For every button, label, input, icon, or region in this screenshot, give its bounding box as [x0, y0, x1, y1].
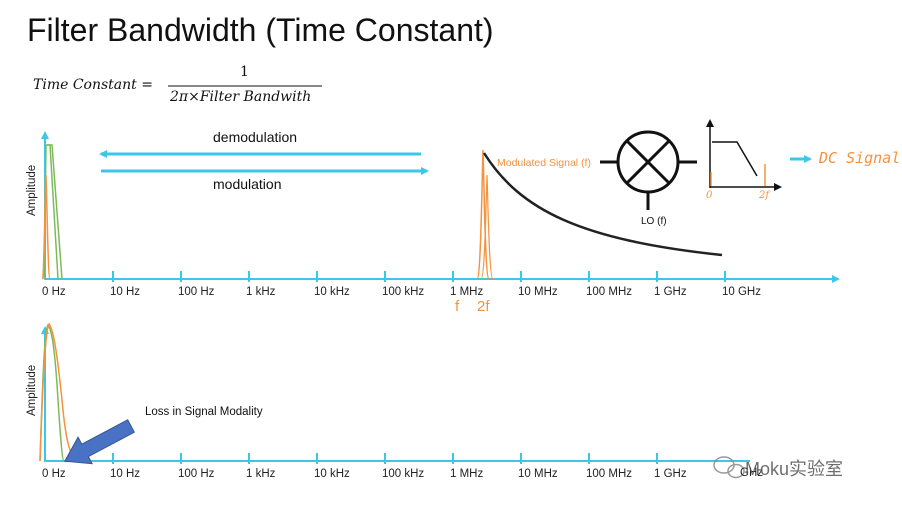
mixer-symbol — [600, 130, 697, 210]
formula-lhs: Time Constant = — [33, 77, 153, 93]
bottom-tick-label: 10 kHz — [314, 468, 350, 480]
lowpass-filter-plot — [706, 119, 782, 191]
top-y-axis-label: Amplitude — [26, 164, 38, 216]
bottom-y-axis-label: Amplitude — [26, 364, 38, 416]
top-tick-label: 10 kHz — [314, 286, 350, 298]
top-orange-2f-peak — [480, 174, 494, 280]
top-tick-label: 1 MHz — [450, 286, 484, 298]
top-panel — [41, 119, 840, 283]
top-orange-dc-peak — [41, 174, 51, 280]
bottom-tick-label: 100 kHz — [382, 468, 425, 480]
top-tick-label: 0 Hz — [42, 286, 66, 298]
filter-axis-2f: 2f — [759, 190, 770, 201]
modulation-label: modulation — [213, 176, 282, 192]
formula-numerator: 1 — [240, 64, 249, 80]
loss-pointer-arrow — [63, 419, 135, 465]
bottom-tick-label: 1 GHz — [654, 468, 687, 480]
two-f-marker: 2f — [477, 298, 490, 315]
lo-label: LO (f) — [641, 216, 667, 227]
top-decay-curve — [482, 152, 723, 257]
page-title: Filter Bandwidth (Time Constant) — [27, 12, 494, 48]
top-green-filter-edge — [47, 144, 63, 280]
top-x-ticks — [112, 271, 726, 282]
formula-denominator: 2π×Filter Bandwith — [170, 89, 312, 105]
f-marker: f — [455, 298, 460, 315]
bottom-x-ticks — [112, 453, 658, 464]
bottom-tick-label: 100 MHz — [586, 468, 633, 480]
top-orange-f-peak — [476, 149, 490, 280]
bottom-green-curve — [39, 323, 65, 462]
top-tick-label: 100 Hz — [178, 286, 215, 298]
top-tick-label: 100 MHz — [586, 286, 633, 298]
bottom-tick-label: 10 Hz — [110, 468, 141, 480]
top-tick-label: 10 GHz — [722, 286, 761, 298]
top-tick-label: 10 MHz — [518, 286, 558, 298]
watermark: Moku实验室 — [745, 459, 844, 479]
top-tick-label: 10 Hz — [110, 286, 141, 298]
bottom-orange-curve — [39, 322, 77, 462]
modulated-signal-label: Modulated Signal (f) — [497, 157, 591, 169]
dc-signal-label: DC Signal! — [819, 149, 902, 167]
bottom-tick-label: 0 Hz — [42, 468, 66, 480]
bottom-tick-label: 100 Hz — [178, 468, 215, 480]
bottom-panel — [39, 322, 750, 465]
filter-axis-zero: 0 — [706, 190, 713, 201]
top-green-filter-curve — [43, 144, 59, 280]
bottom-partial-tick: GHz — [740, 467, 763, 479]
wechat-icon — [713, 456, 745, 479]
bottom-tick-label: 10 MHz — [518, 468, 558, 480]
demodulation-label: demodulation — [213, 129, 298, 145]
bottom-tick-label: 1 MHz — [450, 468, 484, 480]
top-tick-label: 1 GHz — [654, 286, 687, 298]
bottom-tick-label: 1 kHz — [246, 468, 276, 480]
loss-annotation: Loss in Signal Modality — [145, 406, 263, 418]
top-tick-label: 1 kHz — [246, 286, 276, 298]
top-tick-label: 100 kHz — [382, 286, 425, 298]
